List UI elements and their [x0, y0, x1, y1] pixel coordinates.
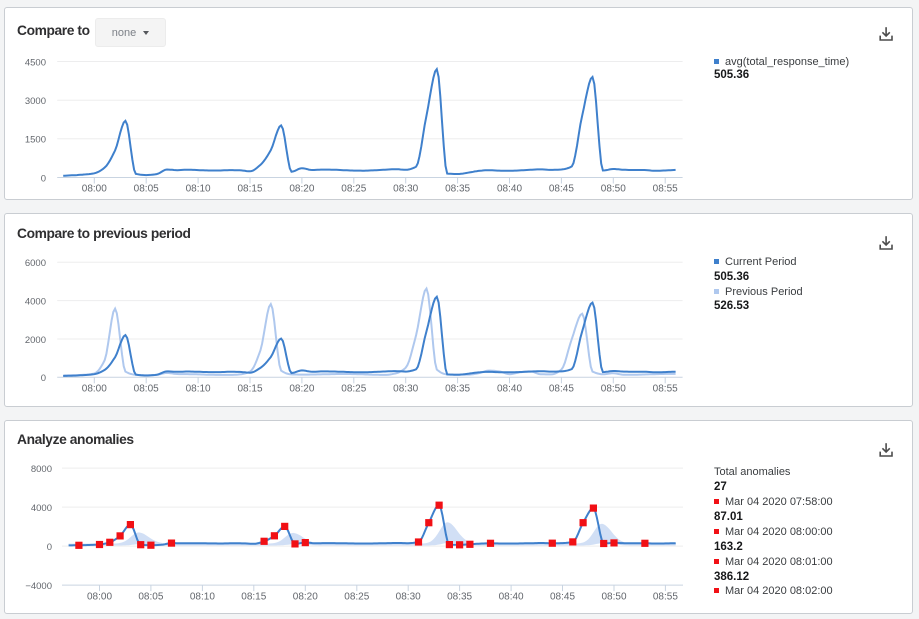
svg-text:08:45: 08:45: [550, 592, 575, 603]
svg-text:08:15: 08:15: [241, 592, 266, 603]
svg-text:08:30: 08:30: [393, 183, 418, 194]
svg-text:08:05: 08:05: [134, 183, 159, 194]
svg-text:08:55: 08:55: [653, 383, 678, 394]
svg-text:4000: 4000: [31, 503, 52, 514]
svg-text:08:50: 08:50: [601, 183, 626, 194]
svg-text:08:50: 08:50: [601, 383, 626, 394]
svg-text:4500: 4500: [25, 57, 46, 68]
svg-text:08:30: 08:30: [393, 383, 418, 394]
svg-text:0: 0: [47, 542, 52, 553]
svg-text:08:40: 08:40: [499, 592, 524, 603]
svg-text:08:10: 08:10: [186, 183, 211, 194]
svg-text:08:20: 08:20: [289, 183, 314, 194]
svg-text:08:05: 08:05: [134, 383, 159, 394]
svg-text:0: 0: [41, 173, 46, 184]
svg-text:08:00: 08:00: [82, 383, 107, 394]
svg-text:08:00: 08:00: [82, 183, 107, 194]
svg-text:08:05: 08:05: [138, 592, 163, 603]
svg-text:1500: 1500: [25, 134, 46, 145]
svg-text:08:00: 08:00: [87, 592, 112, 603]
svg-text:0: 0: [41, 373, 46, 384]
svg-text:6000: 6000: [25, 258, 46, 269]
svg-text:08:35: 08:35: [447, 592, 472, 603]
svg-text:08:40: 08:40: [497, 383, 522, 394]
svg-text:08:15: 08:15: [237, 383, 262, 394]
svg-text:08:55: 08:55: [653, 183, 678, 194]
svg-text:08:40: 08:40: [497, 183, 522, 194]
svg-text:08:45: 08:45: [549, 183, 574, 194]
svg-text:08:25: 08:25: [344, 592, 369, 603]
svg-text:08:20: 08:20: [293, 592, 318, 603]
svg-text:08:35: 08:35: [445, 383, 470, 394]
svg-text:2000: 2000: [25, 335, 46, 346]
svg-text:−4000: −4000: [25, 581, 52, 592]
svg-text:08:20: 08:20: [289, 383, 314, 394]
svg-text:4000: 4000: [25, 297, 46, 308]
svg-text:08:45: 08:45: [549, 383, 574, 394]
svg-text:08:35: 08:35: [445, 183, 470, 194]
svg-text:08:50: 08:50: [601, 592, 626, 603]
svg-text:8000: 8000: [31, 464, 52, 475]
svg-text:08:15: 08:15: [237, 183, 262, 194]
svg-text:08:25: 08:25: [341, 383, 366, 394]
svg-text:08:10: 08:10: [190, 592, 215, 603]
svg-text:08:10: 08:10: [186, 383, 211, 394]
svg-text:08:55: 08:55: [653, 592, 678, 603]
svg-text:3000: 3000: [25, 96, 46, 107]
svg-text:08:25: 08:25: [341, 183, 366, 194]
svg-text:08:30: 08:30: [396, 592, 421, 603]
